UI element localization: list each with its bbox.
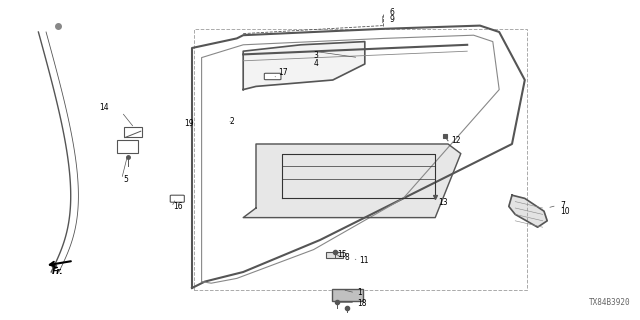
FancyBboxPatch shape — [117, 140, 138, 153]
Text: 2: 2 — [229, 117, 234, 126]
Text: 13: 13 — [438, 198, 448, 207]
Text: 1: 1 — [357, 288, 362, 297]
Text: 3: 3 — [314, 51, 319, 60]
Text: 15: 15 — [337, 250, 347, 259]
Text: TX84B3920: TX84B3920 — [589, 298, 630, 307]
FancyBboxPatch shape — [332, 289, 363, 301]
FancyBboxPatch shape — [326, 252, 343, 258]
Text: 6: 6 — [389, 8, 394, 17]
Text: 11: 11 — [360, 256, 369, 265]
Text: 10: 10 — [560, 207, 570, 216]
Text: 16: 16 — [173, 202, 182, 211]
Text: 4: 4 — [314, 59, 319, 68]
Text: 8: 8 — [344, 253, 349, 262]
Text: Fr.: Fr. — [52, 267, 63, 276]
FancyBboxPatch shape — [170, 195, 184, 202]
Text: 17: 17 — [278, 68, 288, 77]
Polygon shape — [243, 42, 365, 90]
Text: 9: 9 — [389, 15, 394, 24]
Text: 19: 19 — [184, 119, 194, 128]
Text: 7: 7 — [560, 201, 565, 210]
Text: 5: 5 — [123, 175, 128, 184]
Polygon shape — [509, 195, 547, 227]
Polygon shape — [243, 144, 461, 218]
Bar — [194, 29, 527, 290]
Text: 18: 18 — [357, 299, 367, 308]
Text: 12: 12 — [451, 136, 461, 145]
Text: 14: 14 — [99, 103, 109, 112]
FancyBboxPatch shape — [124, 127, 142, 137]
FancyBboxPatch shape — [264, 73, 281, 80]
